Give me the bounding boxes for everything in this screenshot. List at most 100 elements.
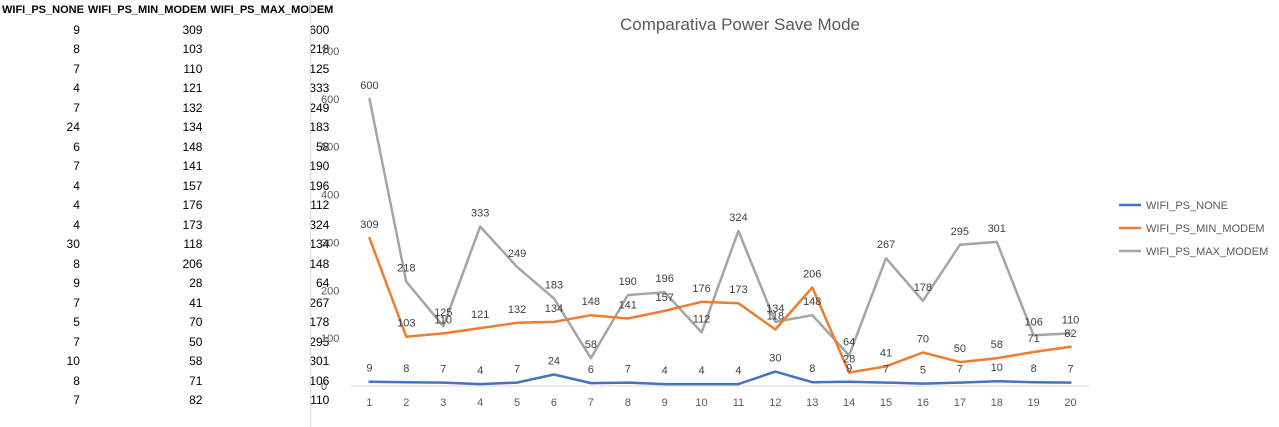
data-label: 10	[991, 362, 1003, 374]
table-cell[interactable]: 125	[309, 61, 330, 76]
table-cell[interactable]: 8	[73, 42, 80, 57]
table-cell[interactable]: 333	[309, 81, 330, 96]
table-cell[interactable]: 4	[73, 217, 80, 232]
table-cell[interactable]: 7	[73, 100, 80, 115]
table-cell[interactable]: 8	[73, 256, 80, 271]
table-cell[interactable]: 190	[309, 159, 330, 174]
table-cell[interactable]: 64	[315, 276, 330, 291]
series-line-wifi-ps-max-modem[interactable]	[368, 97, 1072, 360]
table-cell[interactable]: 301	[309, 354, 330, 369]
data-label: 7	[957, 364, 963, 376]
table-cell[interactable]: 7	[73, 393, 80, 408]
series-line-wifi-ps-min-modem[interactable]	[368, 236, 1072, 374]
table-cell[interactable]: 41	[189, 295, 203, 310]
table-cell[interactable]: 206	[182, 256, 203, 271]
table-cell[interactable]: 7	[73, 334, 80, 349]
table-row: 8 103 218	[0, 40, 335, 60]
table-row: 9 309 600	[0, 20, 335, 40]
data-label: 7	[514, 364, 520, 376]
table-cell[interactable]: 141	[182, 159, 203, 174]
column-header[interactable]: WIFI_PS_MIN_MODEM	[87, 4, 207, 16]
table-cell[interactable]: 103	[182, 42, 203, 57]
data-label: 309	[360, 219, 378, 231]
table-cell[interactable]: 58	[189, 354, 203, 369]
data-label: 50	[954, 343, 966, 355]
table-cell[interactable]: 4	[73, 178, 80, 193]
legend-label[interactable]: WIFI_PS_MIN_MODEM	[1146, 223, 1265, 235]
y-tick-label: 600	[321, 94, 339, 106]
data-label: 24	[548, 356, 560, 368]
table-cell[interactable]: 10	[66, 354, 80, 369]
table-cell[interactable]: 30	[66, 237, 80, 252]
legend-label[interactable]: WIFI_PS_NONE	[1146, 200, 1228, 212]
table-cell[interactable]: 28	[189, 276, 203, 291]
series-line-wifi-ps-none[interactable]	[368, 370, 1072, 386]
table-row: 8 206 148	[0, 254, 335, 274]
table-cell[interactable]: 9	[73, 22, 80, 37]
x-tick-label: 6	[551, 397, 557, 409]
data-label: 28	[843, 354, 855, 366]
table-cell[interactable]: 71	[189, 373, 203, 388]
x-tick-label: 17	[954, 397, 966, 409]
table-cell[interactable]: 112	[310, 198, 330, 213]
x-tick-label: 10	[695, 397, 707, 409]
table-cell[interactable]: 118	[183, 237, 203, 252]
data-label: 157	[655, 292, 673, 304]
table-cell[interactable]: 600	[309, 22, 330, 37]
data-label: 7	[625, 364, 631, 376]
chart-area[interactable]: Comparativa Power Save Mode 0 100 200 300 400…	[310, 0, 1279, 427]
data-label: 8	[809, 363, 815, 375]
data-label: 110	[1062, 314, 1080, 326]
table-cell[interactable]: 4	[73, 81, 80, 96]
table-cell[interactable]: 196	[309, 178, 330, 193]
table-cell[interactable]: 178	[309, 315, 330, 330]
table-cell[interactable]: 5	[73, 315, 80, 330]
table-cell[interactable]: 148	[182, 139, 203, 154]
table-cell[interactable]: 148	[309, 256, 330, 271]
column-header[interactable]: WIFI_PS_MAX_MODEM	[210, 4, 334, 16]
table-cell[interactable]: 7	[73, 61, 80, 76]
table-cell[interactable]: 70	[189, 315, 203, 330]
column-header[interactable]: WIFI_PS_NONE	[2, 4, 84, 16]
table-cell[interactable]: 7	[73, 295, 80, 310]
table-cell[interactable]: 24	[66, 120, 80, 135]
table-cell[interactable]: 7	[73, 159, 80, 174]
legend-label[interactable]: WIFI_PS_MAX_MODEM	[1146, 246, 1268, 258]
table-cell[interactable]: 6	[73, 139, 80, 154]
data-table: WIFI_PS_NONE WIFI_PS_MIN_MODEM WIFI_PS_M…	[0, 0, 335, 410]
table-cell[interactable]: 132	[182, 100, 203, 115]
table-cell[interactable]: 324	[309, 217, 330, 232]
y-tick-label: 300	[321, 237, 339, 249]
table-cell[interactable]: 4	[73, 198, 80, 213]
table-cell[interactable]: 267	[309, 295, 330, 310]
table-cell[interactable]: 110	[310, 393, 330, 408]
x-tick-label: 4	[477, 397, 483, 409]
table-cell[interactable]: 50	[189, 334, 203, 349]
table-cell[interactable]: 309	[182, 22, 203, 37]
x-tick-label: 9	[662, 397, 668, 409]
table-cell[interactable]: 134	[182, 120, 203, 135]
table-cell[interactable]: 183	[309, 120, 330, 135]
table-cell[interactable]: 8	[73, 373, 80, 388]
table-cell[interactable]: 295	[309, 334, 330, 349]
table-cell[interactable]: 82	[189, 393, 203, 408]
table-cell[interactable]: 173	[182, 217, 203, 232]
x-tick-label: 12	[769, 397, 781, 409]
table-cell[interactable]: 106	[309, 373, 330, 388]
table-cell[interactable]: 176	[182, 198, 203, 213]
table-row: 30 118 134	[0, 235, 335, 255]
table-cell[interactable]: 110	[183, 61, 203, 76]
data-label: 41	[880, 347, 892, 359]
table-row: 7 41 267	[0, 293, 335, 313]
data-label: 30	[769, 353, 781, 365]
table-cell[interactable]: 218	[309, 42, 330, 57]
table-cell[interactable]: 157	[182, 178, 203, 193]
data-label: 7	[883, 364, 889, 376]
table-cell[interactable]: 58	[315, 139, 330, 154]
y-tick-label: 200	[321, 285, 339, 297]
table-cell[interactable]: 9	[73, 276, 80, 291]
data-label: 190	[619, 276, 637, 288]
table-cell[interactable]: 121	[182, 81, 203, 96]
table-cell[interactable]: 134	[309, 237, 330, 252]
table-cell[interactable]: 249	[309, 100, 330, 115]
